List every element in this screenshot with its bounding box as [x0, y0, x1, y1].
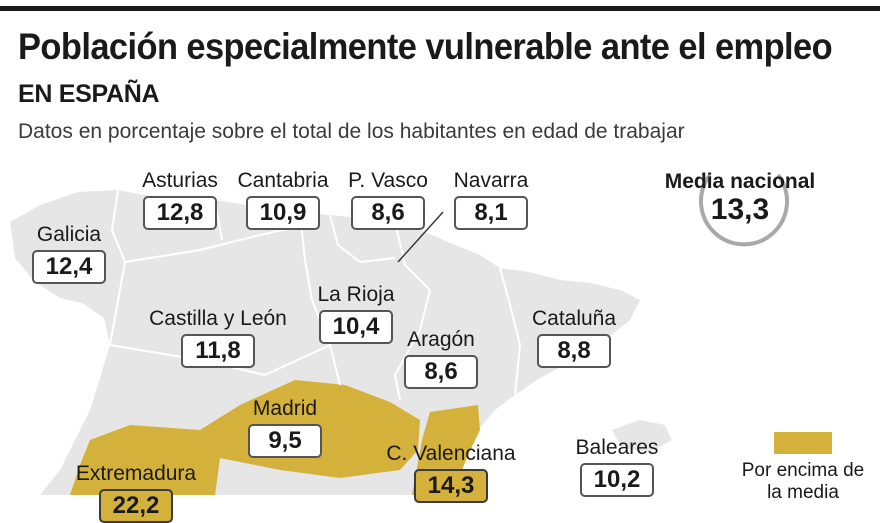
region-extremadura: Extremadura 22,2	[72, 462, 200, 523]
region-name: Castilla y León	[149, 307, 287, 330]
legend-swatch	[774, 432, 832, 454]
region-name: Asturias	[142, 169, 218, 192]
region-value: 12,4	[32, 250, 106, 284]
national-average-label: Media nacional	[664, 170, 816, 193]
region-name: Galicia	[36, 223, 102, 246]
region-name: P. Vasco	[348, 169, 428, 192]
legend-label: Por encima de la media	[741, 460, 865, 503]
top-rule	[0, 6, 880, 11]
region-value: 10,9	[246, 196, 320, 230]
region-asturias: Asturias 12,8	[140, 169, 220, 230]
region-aragon: Aragón 8,6	[398, 328, 484, 389]
national-average-value: 13,3	[710, 193, 770, 226]
region-name: Navarra	[453, 169, 529, 192]
region-la-rioja: La Rioja 10,4	[310, 283, 402, 344]
region-name: C. Valenciana	[386, 442, 516, 465]
region-name: Extremadura	[75, 462, 197, 485]
region-value: 11,8	[181, 334, 255, 368]
average-ring	[699, 173, 789, 247]
region-cataluna: Cataluña 8,8	[522, 307, 626, 368]
region-name: Cataluña	[531, 307, 617, 330]
chart-subtitle: EN ESPAÑA	[18, 80, 160, 108]
region-value: 12,8	[143, 196, 217, 230]
region-navarra: Navarra 8,1	[446, 169, 536, 230]
region-name: La Rioja	[317, 283, 395, 306]
region-name: Cantabria	[237, 169, 329, 192]
region-value: 22,2	[99, 489, 173, 523]
extremadura-area	[70, 425, 220, 495]
region-galicia: Galicia 12,4	[22, 223, 116, 284]
region-name: Aragón	[407, 328, 475, 351]
region-value: 8,6	[404, 355, 478, 389]
region-baleares: Baleares 10,2	[570, 436, 664, 497]
region-value: 8,1	[454, 196, 528, 230]
spain-map	[10, 173, 789, 495]
region-cantabria: Cantabria 10,9	[236, 169, 330, 230]
region-name: Baleares	[575, 436, 659, 459]
region-madrid: Madrid 9,5	[242, 397, 328, 458]
region-value: 8,8	[537, 334, 611, 368]
region-value: 8,6	[351, 196, 425, 230]
region-castilla-y-leon: Castilla y León 11,8	[148, 307, 288, 368]
region-value: 9,5	[248, 424, 322, 458]
navarra-leader-line	[397, 211, 444, 263]
baleares-islands	[612, 420, 672, 452]
region-c-valenciana: C. Valenciana 14,3	[384, 442, 518, 503]
chart-description: Datos en porcentaje sobre el total de lo…	[18, 120, 685, 143]
region-value: 14,3	[414, 469, 488, 503]
region-value: 10,4	[319, 310, 393, 344]
region-name: Madrid	[252, 397, 318, 420]
region-value: 10,2	[580, 463, 654, 497]
region-pais-vasco: P. Vasco 8,6	[343, 169, 433, 230]
chart-title: Población especialmente vulnerable ante …	[18, 26, 833, 67]
national-average: Media nacional 13,3	[660, 170, 820, 226]
